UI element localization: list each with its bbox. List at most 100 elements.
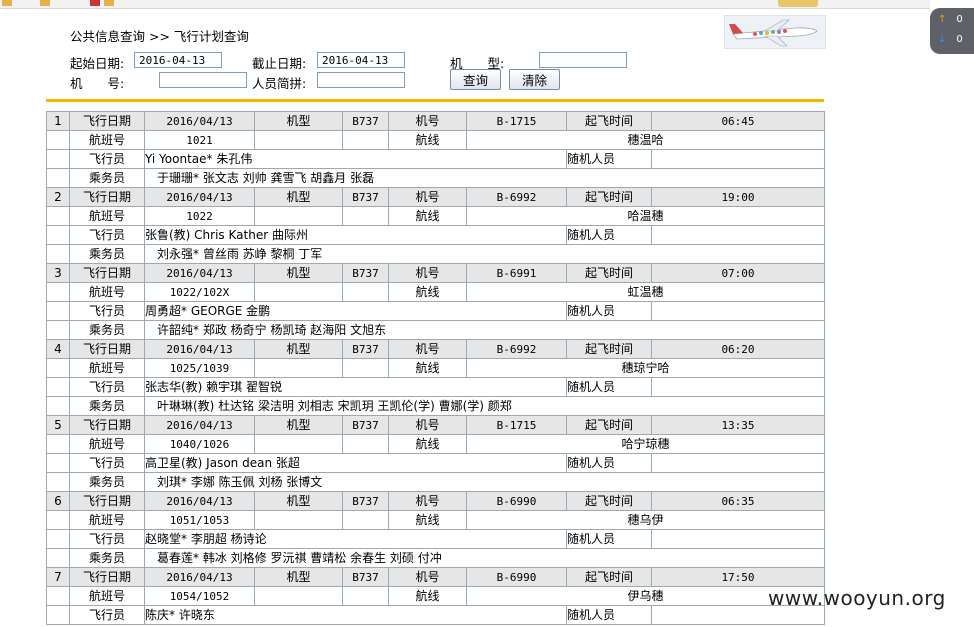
- toolbar-icon: [40, 0, 50, 6]
- blank-cell: [342, 282, 389, 302]
- blank-cell: [46, 244, 70, 264]
- flight-number-row: 航班号 1051/1053 航线 穗乌伊: [46, 510, 825, 530]
- start-date-label: 起始日期:: [70, 56, 125, 71]
- crew: 刘永强* 曾丝雨 苏峥 黎桐 丁军: [144, 244, 825, 264]
- blank-cell: [254, 358, 343, 378]
- registration-label: 机号: [388, 339, 467, 359]
- airplane-logo: [724, 15, 826, 49]
- watermark: www.wooyun.org: [768, 586, 946, 610]
- flight-number: 1054/1052: [144, 586, 255, 606]
- speed-widget[interactable]: ↑ 0 ↓ 0: [930, 8, 974, 54]
- pilots: 赵晓堂* 李朋超 杨诗论: [144, 529, 567, 549]
- clear-button[interactable]: 清除: [509, 69, 560, 90]
- departure-label: 起飞时间: [566, 339, 652, 359]
- flight-header-row: 1 飞行日期 2016/04/13 机型 B737 机号 B-1715 起飞时间 06:45: [46, 111, 825, 131]
- route: 穗乌伊: [466, 510, 825, 530]
- flight-index: 1: [46, 111, 70, 131]
- departure-time: 17:50: [651, 567, 825, 587]
- download-arrow-icon: ↓: [938, 34, 947, 45]
- browser-toolbar-strip: [0, 0, 930, 9]
- registration: B-1715: [466, 111, 567, 131]
- blank-cell: [651, 301, 825, 321]
- divider: [46, 99, 824, 102]
- type-label: 机型: [254, 339, 343, 359]
- departure-label: 起飞时间: [566, 491, 652, 511]
- date-label: 飞行日期: [69, 263, 145, 283]
- blank-cell: [46, 168, 70, 188]
- end-date-input[interactable]: [317, 52, 405, 68]
- crew-label: 乘务员: [69, 168, 145, 188]
- route-label: 航线: [388, 130, 467, 150]
- pilots-label: 飞行员: [69, 301, 145, 321]
- crew-row: 乘务员 刘永强* 曾丝雨 苏峥 黎桐 丁军: [46, 244, 825, 264]
- flight-index: 5: [46, 415, 70, 435]
- flight-plan-table: 1 飞行日期 2016/04/13 机型 B737 机号 B-1715 起飞时间 06:45 航班…: [46, 111, 825, 625]
- aircraft-type: B737: [342, 263, 389, 283]
- departure-label: 起飞时间: [566, 187, 652, 207]
- crew-row: 乘务员 叶琳琳(教) 杜达铭 梁洁明 刘相志 宋凯玥 王凯伦(学) 曹娜(学) 颜…: [46, 396, 825, 416]
- aircraft-type: B737: [342, 567, 389, 587]
- blank-cell: [342, 434, 389, 454]
- type-label: 机型: [254, 415, 343, 435]
- toolbar-tab: [778, 0, 818, 7]
- registration-label: 机号: [388, 491, 467, 511]
- flight-number-label: 航班号: [69, 510, 145, 530]
- flight-date: 2016/04/13: [144, 491, 255, 511]
- flight-date: 2016/04/13: [144, 263, 255, 283]
- route-label: 航线: [388, 206, 467, 226]
- date-label: 飞行日期: [69, 415, 145, 435]
- date-label: 飞行日期: [69, 567, 145, 587]
- type-label: 机型: [254, 111, 343, 131]
- crew-label: 乘务员: [69, 396, 145, 416]
- observers-label: 随机人员: [566, 605, 652, 625]
- query-button[interactable]: 查询: [450, 69, 501, 90]
- observers-label: 随机人员: [566, 377, 652, 397]
- flight-header-row: 6 飞行日期 2016/04/13 机型 B737 机号 B-6990 起飞时间 06:35: [46, 491, 825, 511]
- crew-row: 乘务员 刘琪* 李娜 陈玉佩 刘杨 张博文: [46, 472, 825, 492]
- blank-cell: [342, 130, 389, 150]
- route-label: 航线: [388, 510, 467, 530]
- observers-label: 随机人员: [566, 225, 652, 245]
- pilots-row: 飞行员 赵晓堂* 李朋超 杨诗论 随机人员: [46, 529, 825, 549]
- aircraft-type: B737: [342, 187, 389, 207]
- departure-time: 13:35: [651, 415, 825, 435]
- download-count: 0: [956, 34, 963, 45]
- blank-cell: [254, 282, 343, 302]
- observers-label: 随机人员: [566, 149, 652, 169]
- pilots-row: 飞行员 高卫星(教) Jason dean 张超 随机人员: [46, 453, 825, 473]
- toolbar-icon: [104, 0, 114, 6]
- registration-input[interactable]: [159, 72, 247, 88]
- pilots: 陈庆* 许晓东: [144, 605, 567, 625]
- blank-cell: [46, 605, 70, 625]
- flight-number-row: 航班号 1021 航线 穗温哈: [46, 130, 825, 150]
- flight-date: 2016/04/13: [144, 339, 255, 359]
- toolbar-icon: [90, 0, 100, 6]
- blank-cell: [651, 453, 825, 473]
- departure-time: 06:20: [651, 339, 825, 359]
- flight-number: 1022: [144, 206, 255, 226]
- flight-number-row: 航班号 1025/1039 航线 穗琼宁哈: [46, 358, 825, 378]
- pinyin-input[interactable]: [317, 72, 405, 88]
- departure-label: 起飞时间: [566, 415, 652, 435]
- flight-number-label: 航班号: [69, 206, 145, 226]
- blank-cell: [651, 377, 825, 397]
- route-label: 航线: [388, 358, 467, 378]
- flight-index: 3: [46, 263, 70, 283]
- blank-cell: [46, 510, 70, 530]
- pilots-row: 飞行员 陈庆* 许晓东 随机人员: [46, 605, 825, 625]
- registration-label: 机号: [388, 111, 467, 131]
- aircraft-type-input[interactable]: [539, 52, 627, 68]
- blank-cell: [46, 225, 70, 245]
- observers-label: 随机人员: [566, 301, 652, 321]
- registration: B-6990: [466, 491, 567, 511]
- start-date-input[interactable]: [134, 52, 222, 68]
- blank-cell: [46, 453, 70, 473]
- route: 穗温哈: [466, 130, 825, 150]
- aircraft-type-label: 机 型:: [450, 56, 505, 71]
- departure-label: 起飞时间: [566, 567, 652, 587]
- flight-number-label: 航班号: [69, 130, 145, 150]
- pilots: 周勇超* GEORGE 金鹏: [144, 301, 567, 321]
- flight-index: 4: [46, 339, 70, 359]
- flight-index: 7: [46, 567, 70, 587]
- registration: B-6992: [466, 187, 567, 207]
